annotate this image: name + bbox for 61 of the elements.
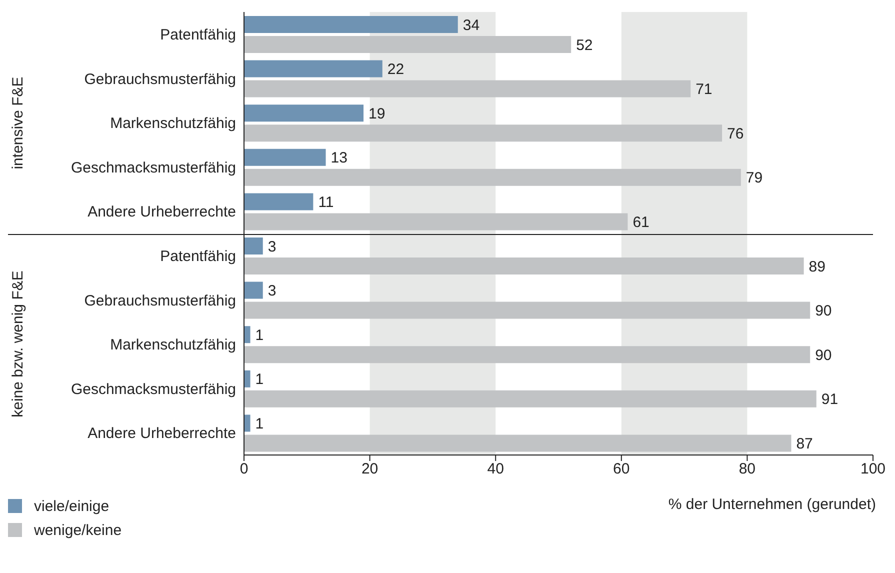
data-label: 90 (815, 346, 832, 364)
bar (244, 36, 572, 53)
bar (244, 258, 804, 274)
x-axis-title: % der Unternehmen (gerundet) (668, 496, 876, 513)
bar (244, 60, 382, 78)
data-label: 79 (746, 170, 763, 187)
data-label: 1 (255, 326, 264, 344)
text: intensive F&E (10, 76, 26, 170)
data-label: 11 (318, 194, 334, 212)
data-label: 3 (268, 282, 276, 300)
y-tick-label: Patentfähig (160, 248, 236, 265)
data-label: 87 (796, 436, 813, 453)
bar (244, 326, 250, 344)
y-tick-label: Andere Urheberrechte (88, 425, 236, 442)
data-label: 71 (696, 81, 712, 98)
bar (244, 282, 263, 299)
x-tick-label: 20 (361, 460, 378, 478)
x-tick-label: 40 (487, 460, 504, 478)
x-tick-label: 60 (613, 460, 630, 478)
bar (244, 148, 326, 166)
bar (244, 104, 364, 122)
bar (244, 390, 816, 408)
bar (244, 213, 628, 230)
bar (244, 414, 250, 432)
bar (244, 302, 810, 319)
data-label: 34 (462, 16, 480, 34)
bar (244, 124, 722, 142)
bar (244, 238, 263, 254)
bar (244, 346, 810, 364)
data-label: 13 (330, 150, 348, 167)
y-tick-label: Geschmacksmusterfähig (70, 159, 236, 176)
y-tick-label: Andere Urheberrechte (88, 204, 236, 221)
data-label: 61 (632, 214, 650, 232)
data-label: 3 (268, 238, 276, 256)
data-label: 19 (368, 105, 386, 122)
data-label: 22 (387, 61, 404, 78)
bar (244, 16, 458, 33)
y-tick-label: Patentfähig (160, 26, 236, 44)
x-tick-label: 100 (860, 460, 886, 478)
bar (244, 80, 691, 98)
data-label: 1 (255, 371, 264, 388)
data-label: 76 (727, 125, 744, 142)
x-tick-label: 0 (240, 460, 248, 478)
bar (244, 193, 314, 210)
y-tick-label: Markenschutzfähig (110, 115, 236, 132)
data-label: 52 (576, 36, 593, 54)
data-label: 89 (808, 258, 826, 276)
bar (244, 168, 741, 186)
x-tick-label: 80 (738, 460, 756, 478)
data-label: 90 (815, 302, 832, 320)
y-tick-label: Gebrauchsmusterfähig (84, 292, 236, 310)
bar (244, 434, 792, 452)
text: keine bzw. wenig F&E (10, 270, 26, 418)
legend-label: wenige/keine (33, 520, 122, 540)
bar (244, 370, 250, 388)
y-tick-label: Geschmacksmusterfähig (70, 380, 236, 398)
legend-label: viele/einige (33, 496, 110, 516)
data-label: 91 (821, 391, 838, 408)
y-tick-label: Gebrauchsmusterfähig (84, 70, 236, 88)
y-tick-label: Markenschutzfähig (110, 336, 236, 354)
data-label: 1 (255, 416, 264, 433)
